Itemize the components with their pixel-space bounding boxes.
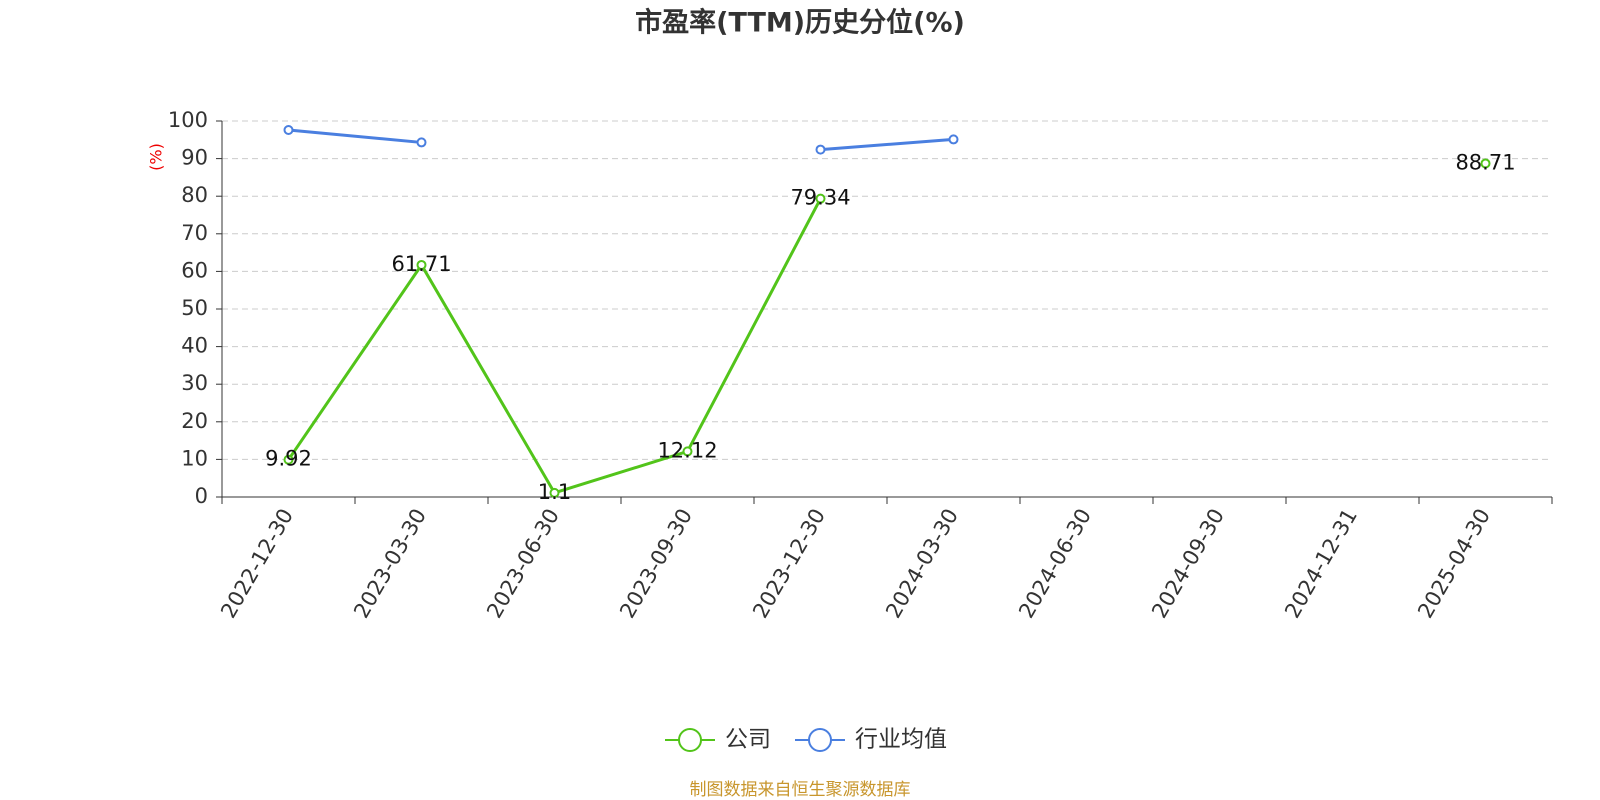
- y-tick-label: 20: [181, 409, 208, 433]
- data-label: 9.92: [265, 447, 312, 471]
- data-point: [948, 134, 959, 145]
- x-tick-label: 2024-12-31: [1280, 505, 1362, 623]
- legend-marker: [678, 728, 702, 752]
- data-point: [682, 446, 693, 457]
- data-point: [283, 454, 294, 465]
- y-tick-label: 80: [181, 183, 208, 207]
- data-label: 12.12: [657, 438, 717, 462]
- legend-label: 公司: [725, 727, 771, 753]
- data-point: [815, 144, 826, 155]
- y-tick-label: 90: [181, 146, 208, 170]
- chart-title: 市盈率(TTM)历史分位(%): [635, 7, 965, 39]
- series-line: [820, 137, 954, 152]
- x-tick-label: 2024-06-30: [1014, 505, 1096, 623]
- y-axis-label: (%): [147, 143, 166, 171]
- data-point: [1480, 158, 1491, 169]
- legend-label: 行业均值: [855, 727, 947, 753]
- y-tick-label: 50: [181, 296, 208, 320]
- data-point: [283, 125, 294, 136]
- x-tick-label: 2022-12-30: [216, 505, 298, 623]
- data-point: [416, 137, 427, 148]
- data-point: [815, 193, 826, 204]
- y-tick-label: 100: [168, 108, 208, 132]
- x-tick-label: 2024-09-30: [1147, 505, 1229, 623]
- x-tick-label: 2025-04-30: [1413, 505, 1495, 623]
- data-point: [416, 259, 427, 270]
- x-tick-label: 2023-03-30: [349, 505, 431, 623]
- legend-marker: [808, 728, 832, 752]
- y-tick-label: 40: [181, 334, 208, 358]
- series-line: [287, 197, 822, 495]
- y-tick-label: 30: [181, 371, 208, 395]
- data-point: [549, 487, 560, 498]
- y-tick-label: 70: [181, 221, 208, 245]
- data-label: 61.71: [391, 252, 451, 276]
- series-line: [288, 128, 422, 144]
- x-tick-label: 2023-12-30: [748, 505, 830, 623]
- data-label: 1.1: [538, 480, 571, 504]
- y-tick-label: 10: [181, 446, 208, 470]
- y-tick-label: 0: [195, 484, 208, 508]
- x-tick-label: 2024-03-30: [881, 505, 963, 623]
- source-note: 制图数据来自恒生聚源数据库: [690, 780, 911, 800]
- data-label: 88.71: [1455, 150, 1515, 174]
- data-label: 79.34: [790, 186, 850, 210]
- x-tick-label: 2023-09-30: [615, 505, 697, 623]
- x-tick-label: 2023-06-30: [482, 505, 564, 623]
- y-tick-label: 60: [181, 258, 208, 282]
